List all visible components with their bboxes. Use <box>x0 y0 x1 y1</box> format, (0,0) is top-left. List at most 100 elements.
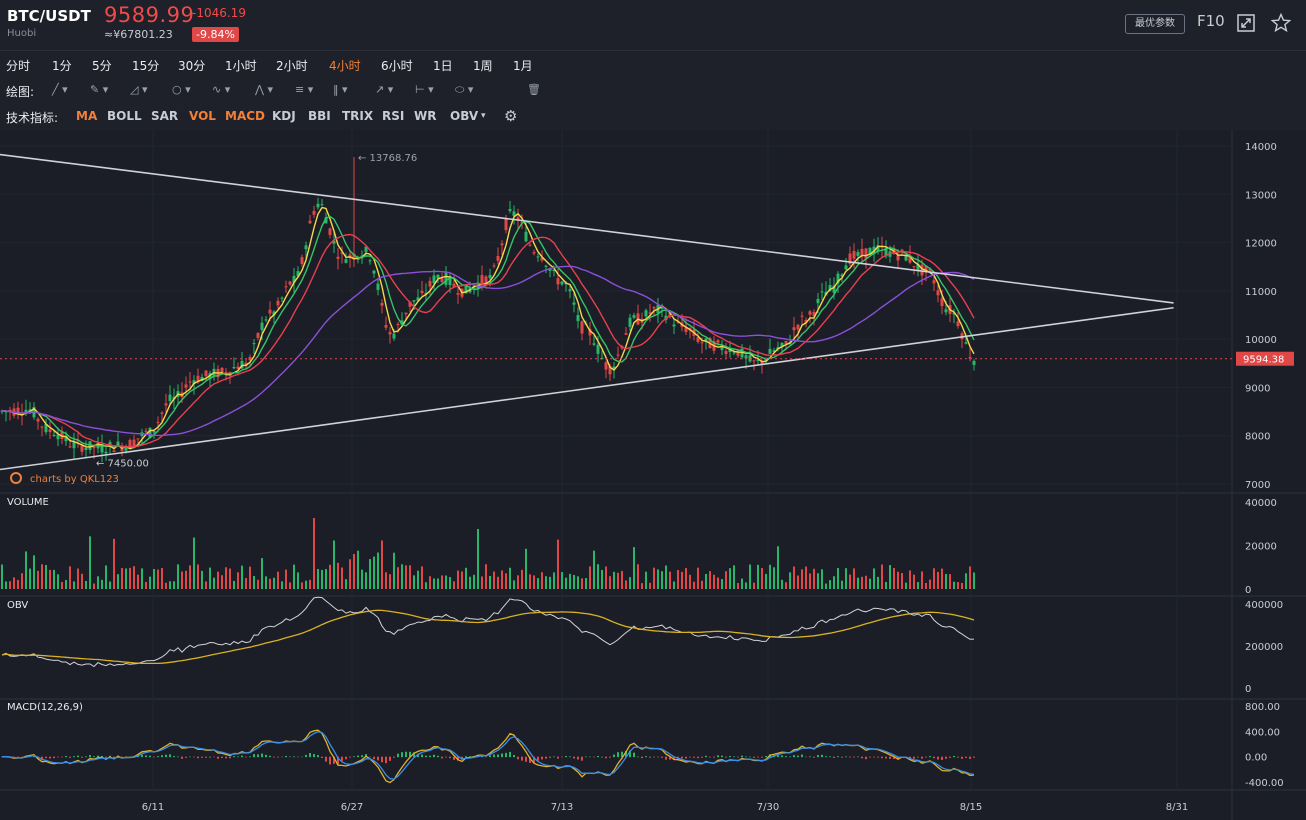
label-tool-icon[interactable]: ⬭ ▾ <box>455 83 474 96</box>
range-tool-icon[interactable]: ⊢ ▾ <box>415 83 434 96</box>
macd-histogram-bar <box>113 756 115 758</box>
candle-body <box>28 409 32 411</box>
macd-tick-label: 800.00 <box>1245 702 1280 713</box>
macd-histogram-bar <box>865 756 867 760</box>
volume-bar <box>437 578 439 589</box>
candle-body <box>820 291 824 293</box>
macd-histogram-bar <box>245 756 247 758</box>
period-0[interactable]: 分时 <box>6 59 31 73</box>
volume-bar <box>73 581 75 589</box>
fibonacci-tool-icon[interactable]: ≡ ▾ <box>295 83 314 96</box>
macd-histogram-bar <box>717 755 719 758</box>
volume-bar <box>377 552 379 589</box>
candle-body <box>104 451 108 454</box>
best-params-button[interactable]: 最优参数 <box>1125 14 1185 34</box>
volume-bar <box>877 576 879 589</box>
candle-body <box>164 403 168 406</box>
macd-histogram-bar <box>941 756 943 760</box>
period-2[interactable]: 5分 <box>92 59 112 73</box>
period-8[interactable]: 6小时 <box>381 59 413 73</box>
candle-body <box>480 275 484 284</box>
indicator-bbi[interactable]: BBI <box>308 109 331 123</box>
obv-dropdown-icon[interactable]: ▾ <box>481 111 486 121</box>
indicator-rsi[interactable]: RSI <box>382 109 405 123</box>
volume-bar <box>33 555 35 589</box>
channel-tool-icon[interactable]: ‖ ▾ <box>333 83 348 96</box>
macd-histogram-bar <box>181 756 183 759</box>
indicator-vol[interactable]: VOL <box>189 109 216 123</box>
macd-histogram-bar <box>101 755 103 758</box>
triangle-tool-icon[interactable]: ◿ ▾ <box>130 83 148 96</box>
candle-body <box>800 315 804 317</box>
candle-body <box>668 313 672 317</box>
star-icon[interactable] <box>1271 13 1291 33</box>
candle-body <box>588 329 592 336</box>
indicator-macd[interactable]: MACD <box>225 109 265 123</box>
macd-histogram-bar <box>289 756 291 758</box>
circle-tool-icon[interactable]: ○ ▾ <box>172 83 191 96</box>
volume-bar <box>501 570 503 589</box>
symbol-title[interactable]: BTC/USDT <box>7 7 91 25</box>
volume-bar <box>733 565 735 589</box>
line-tool-icon[interactable]: ╱ ▾ <box>52 83 68 96</box>
volume-bar <box>961 582 963 589</box>
date-tick-label: 7/13 <box>551 802 573 813</box>
macd-histogram-bar <box>813 756 815 758</box>
volume-bar <box>493 571 495 589</box>
fullscreen-icon[interactable] <box>1237 14 1255 32</box>
chart-area[interactable]: 9594.38 ← 13768.76 ← 7450.00 charts by QKL1… <box>0 130 1306 820</box>
macd-histogram-bar <box>141 754 143 758</box>
period-4[interactable]: 30分 <box>178 59 206 73</box>
pencil-tool-icon[interactable]: ✎ ▾ <box>90 83 109 96</box>
indicator-ma[interactable]: MA <box>76 109 98 123</box>
indicator-sar[interactable]: SAR <box>151 109 179 123</box>
candle-body <box>284 286 288 288</box>
macd-histogram-bar <box>749 756 751 758</box>
pattern-tool-icon[interactable]: ⋀ ▾ <box>255 83 274 96</box>
macd-histogram-bar <box>145 755 147 758</box>
macd-histogram-bar <box>349 756 351 758</box>
volume-bar <box>561 572 563 589</box>
indicator-obv[interactable]: OBV <box>450 109 479 123</box>
volume-bar <box>257 579 259 589</box>
period-7[interactable]: 4小时 <box>329 59 361 73</box>
macd-histogram-bar <box>937 756 939 760</box>
period-10[interactable]: 1周 <box>473 59 493 73</box>
candle-body <box>648 312 652 314</box>
volume-bar <box>237 572 239 589</box>
macd-dea-line <box>2 731 975 780</box>
trash-icon[interactable]: 🗑 <box>527 83 541 96</box>
macd-histogram-bar <box>57 756 59 758</box>
period-1[interactable]: 1分 <box>52 59 72 73</box>
f10-button[interactable]: F10 <box>1197 12 1225 30</box>
volume-bar <box>725 571 727 589</box>
candle-body <box>84 447 88 450</box>
macd-histogram-bar <box>209 756 211 758</box>
macd-histogram-bar <box>81 756 83 758</box>
arrow-tool-icon[interactable]: ↗ ▾ <box>375 83 394 96</box>
indicator-boll[interactable]: BOLL <box>107 109 142 123</box>
indicator-trix[interactable]: TRIX <box>342 109 374 123</box>
period-5[interactable]: 1小时 <box>225 59 257 73</box>
period-9[interactable]: 1日 <box>433 59 453 73</box>
wave-tool-icon[interactable]: ∿ ▾ <box>212 83 231 96</box>
candle-body <box>760 360 764 365</box>
gear-icon[interactable]: ⚙ <box>504 107 518 125</box>
period-3[interactable]: 15分 <box>132 59 160 73</box>
indicator-kdj[interactable]: KDJ <box>272 109 296 123</box>
period-11[interactable]: 1月 <box>513 59 533 73</box>
trendline-lower <box>0 306 1174 471</box>
macd-tick-label: 0.00 <box>1245 753 1267 764</box>
volume-bar <box>261 558 263 589</box>
candle-body <box>48 429 52 433</box>
macd-histogram-bar <box>197 756 199 759</box>
candle-body <box>500 243 504 246</box>
macd-histogram-bar <box>801 754 803 758</box>
candle-body <box>332 240 336 244</box>
indicator-wr[interactable]: WR <box>414 109 437 123</box>
candle-body <box>440 278 444 282</box>
period-6[interactable]: 2小时 <box>276 59 308 73</box>
volume-bar <box>813 568 815 589</box>
candle-body <box>772 350 776 352</box>
macd-histogram-bar <box>721 755 723 758</box>
